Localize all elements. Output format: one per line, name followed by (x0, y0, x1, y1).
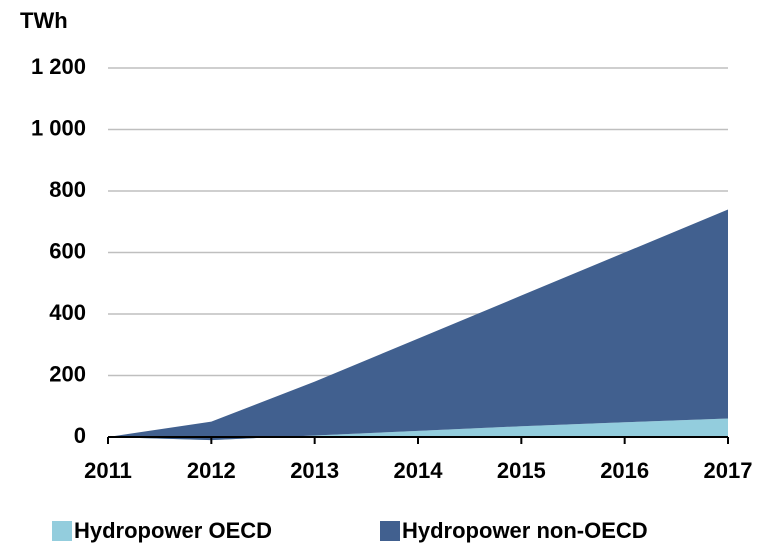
x-tick-label: 2017 (704, 458, 753, 483)
x-tick-label: 2015 (497, 458, 546, 483)
legend-swatch (380, 521, 400, 541)
x-tick-label: 2012 (187, 458, 236, 483)
x-tick-label: 2011 (84, 458, 132, 483)
legend-swatch (52, 521, 72, 541)
legend-label: Hydropower non-OECD (402, 518, 648, 543)
x-tick-label: 2016 (600, 458, 649, 483)
x-tick-label: 2014 (394, 458, 444, 483)
y-tick-label: 800 (49, 177, 86, 202)
y-tick-label: 0 (74, 423, 86, 448)
y-tick-label: 600 (49, 238, 86, 263)
y-tick-label: 1 200 (31, 54, 86, 79)
y-tick-label: 200 (49, 361, 86, 386)
y-tick-label: 400 (49, 300, 86, 325)
area (108, 418, 728, 441)
x-tick-label: 2013 (290, 458, 339, 483)
y-axis-label: TWh (20, 8, 68, 33)
legend-label: Hydropower OECD (74, 518, 272, 543)
area (108, 209, 728, 441)
y-tick-label: 1 000 (31, 115, 86, 140)
